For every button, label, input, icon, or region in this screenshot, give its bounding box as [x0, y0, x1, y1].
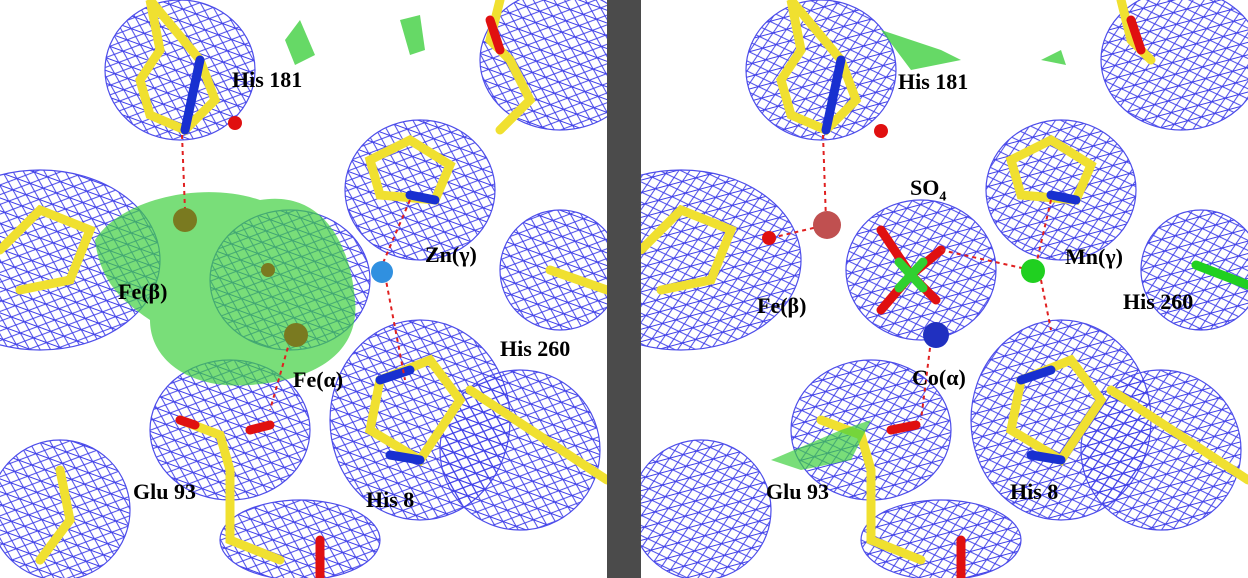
- left-structure-render: [0, 0, 607, 578]
- label-fe-beta: Fe(β): [118, 279, 168, 304]
- label-his181: His 181: [898, 69, 969, 94]
- fe-beta-atom: [173, 208, 197, 232]
- co-alpha-atom: [923, 322, 949, 348]
- sulfate-ion: [876, 225, 946, 315]
- label-glu93: Glu 93: [133, 479, 196, 504]
- label-so4-subscript: 4: [939, 189, 947, 205]
- right-structure-render: [641, 0, 1248, 578]
- label-his260: His 260: [1123, 289, 1194, 314]
- label-his181: His 181: [232, 67, 303, 92]
- left-panel-density-map: His 181 Zn(γ) Fe(β) His 260 Fe(α) Glu 93…: [0, 0, 607, 578]
- panel-divider: [607, 0, 641, 578]
- label-fe-alpha: Fe(α): [293, 367, 344, 392]
- fe-alpha-atom: [284, 323, 308, 347]
- zinc-atom: [371, 261, 393, 283]
- fe-beta-atom: [813, 211, 841, 239]
- manganese-atom: [1021, 259, 1045, 283]
- right-panel-density-map: His 181 SO4 Mn(γ) Fe(β) His 260 Co(α) Gl…: [641, 0, 1248, 578]
- label-glu93: Glu 93: [766, 479, 829, 504]
- label-his8: His 8: [1010, 479, 1059, 504]
- label-so4: SO4: [910, 177, 946, 204]
- label-co-alpha: Co(α): [912, 365, 966, 390]
- label-fe-beta: Fe(β): [757, 293, 807, 318]
- label-zn-gamma: Zn(γ): [425, 242, 477, 267]
- label-his260: His 260: [500, 336, 571, 361]
- label-mn-gamma: Mn(γ): [1065, 244, 1123, 269]
- label-so4-text: SO: [910, 175, 940, 200]
- label-his8: His 8: [366, 487, 415, 512]
